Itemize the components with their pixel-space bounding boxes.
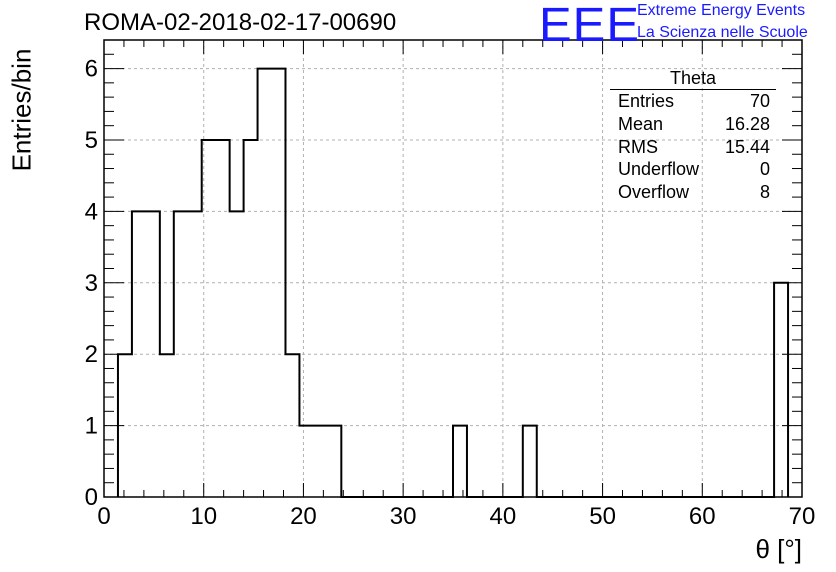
x-tick-label: 70 <box>789 503 816 530</box>
x-tick-label: 20 <box>290 503 317 530</box>
stats-value: 0 <box>759 159 770 180</box>
y-tick-label: 5 <box>85 127 98 154</box>
y-tick-label: 4 <box>85 198 98 225</box>
stats-value: 8 <box>759 182 770 203</box>
x-axis-label: θ [°] <box>755 534 802 564</box>
stats-row-overflow: Overflow 8 <box>610 181 776 204</box>
stats-row-rms: RMS 15.44 <box>610 136 776 159</box>
y-tick-label: 2 <box>85 341 98 368</box>
stats-value: 70 <box>749 91 770 111</box>
eee-tagline-2: La Scienza nelle Scuole <box>637 24 808 41</box>
eee-tagline-1: Extreme Energy Events <box>637 2 806 19</box>
stats-row-underflow: Underflow 0 <box>610 158 776 181</box>
stats-value: 15.44 <box>724 136 770 157</box>
x-tick-label: 40 <box>490 503 517 530</box>
eee-logo: EEE <box>539 0 641 52</box>
run-title: ROMA-02-2018-02-17-00690 <box>84 9 397 36</box>
y-tick-label: 3 <box>85 270 98 297</box>
stats-label: Underflow <box>618 159 700 180</box>
x-tick-label: 30 <box>390 503 417 530</box>
x-tick-label: 50 <box>589 503 616 530</box>
stats-row-entries: Entries 70 <box>610 90 776 113</box>
x-tick-label: 0 <box>97 503 110 530</box>
stats-label: Entries <box>618 91 675 111</box>
x-tick-label: 60 <box>689 503 716 530</box>
y-tick-label: 1 <box>85 413 98 440</box>
stats-label: Mean <box>618 113 664 134</box>
y-axis-label: Entries/bin <box>6 48 37 172</box>
x-tick-label: 10 <box>190 503 217 530</box>
y-tick-label: 0 <box>85 484 98 511</box>
stats-label: Overflow <box>618 182 690 203</box>
stats-title: Theta <box>610 68 776 90</box>
y-tick-label: 6 <box>85 56 98 83</box>
stats-value: 16.28 <box>724 113 770 134</box>
stats-row-mean: Mean 16.28 <box>610 113 776 136</box>
statistics-box: Theta Entries 70 Mean 16.28 RMS 15.44 Un… <box>610 68 776 204</box>
stats-label: RMS <box>618 136 658 157</box>
